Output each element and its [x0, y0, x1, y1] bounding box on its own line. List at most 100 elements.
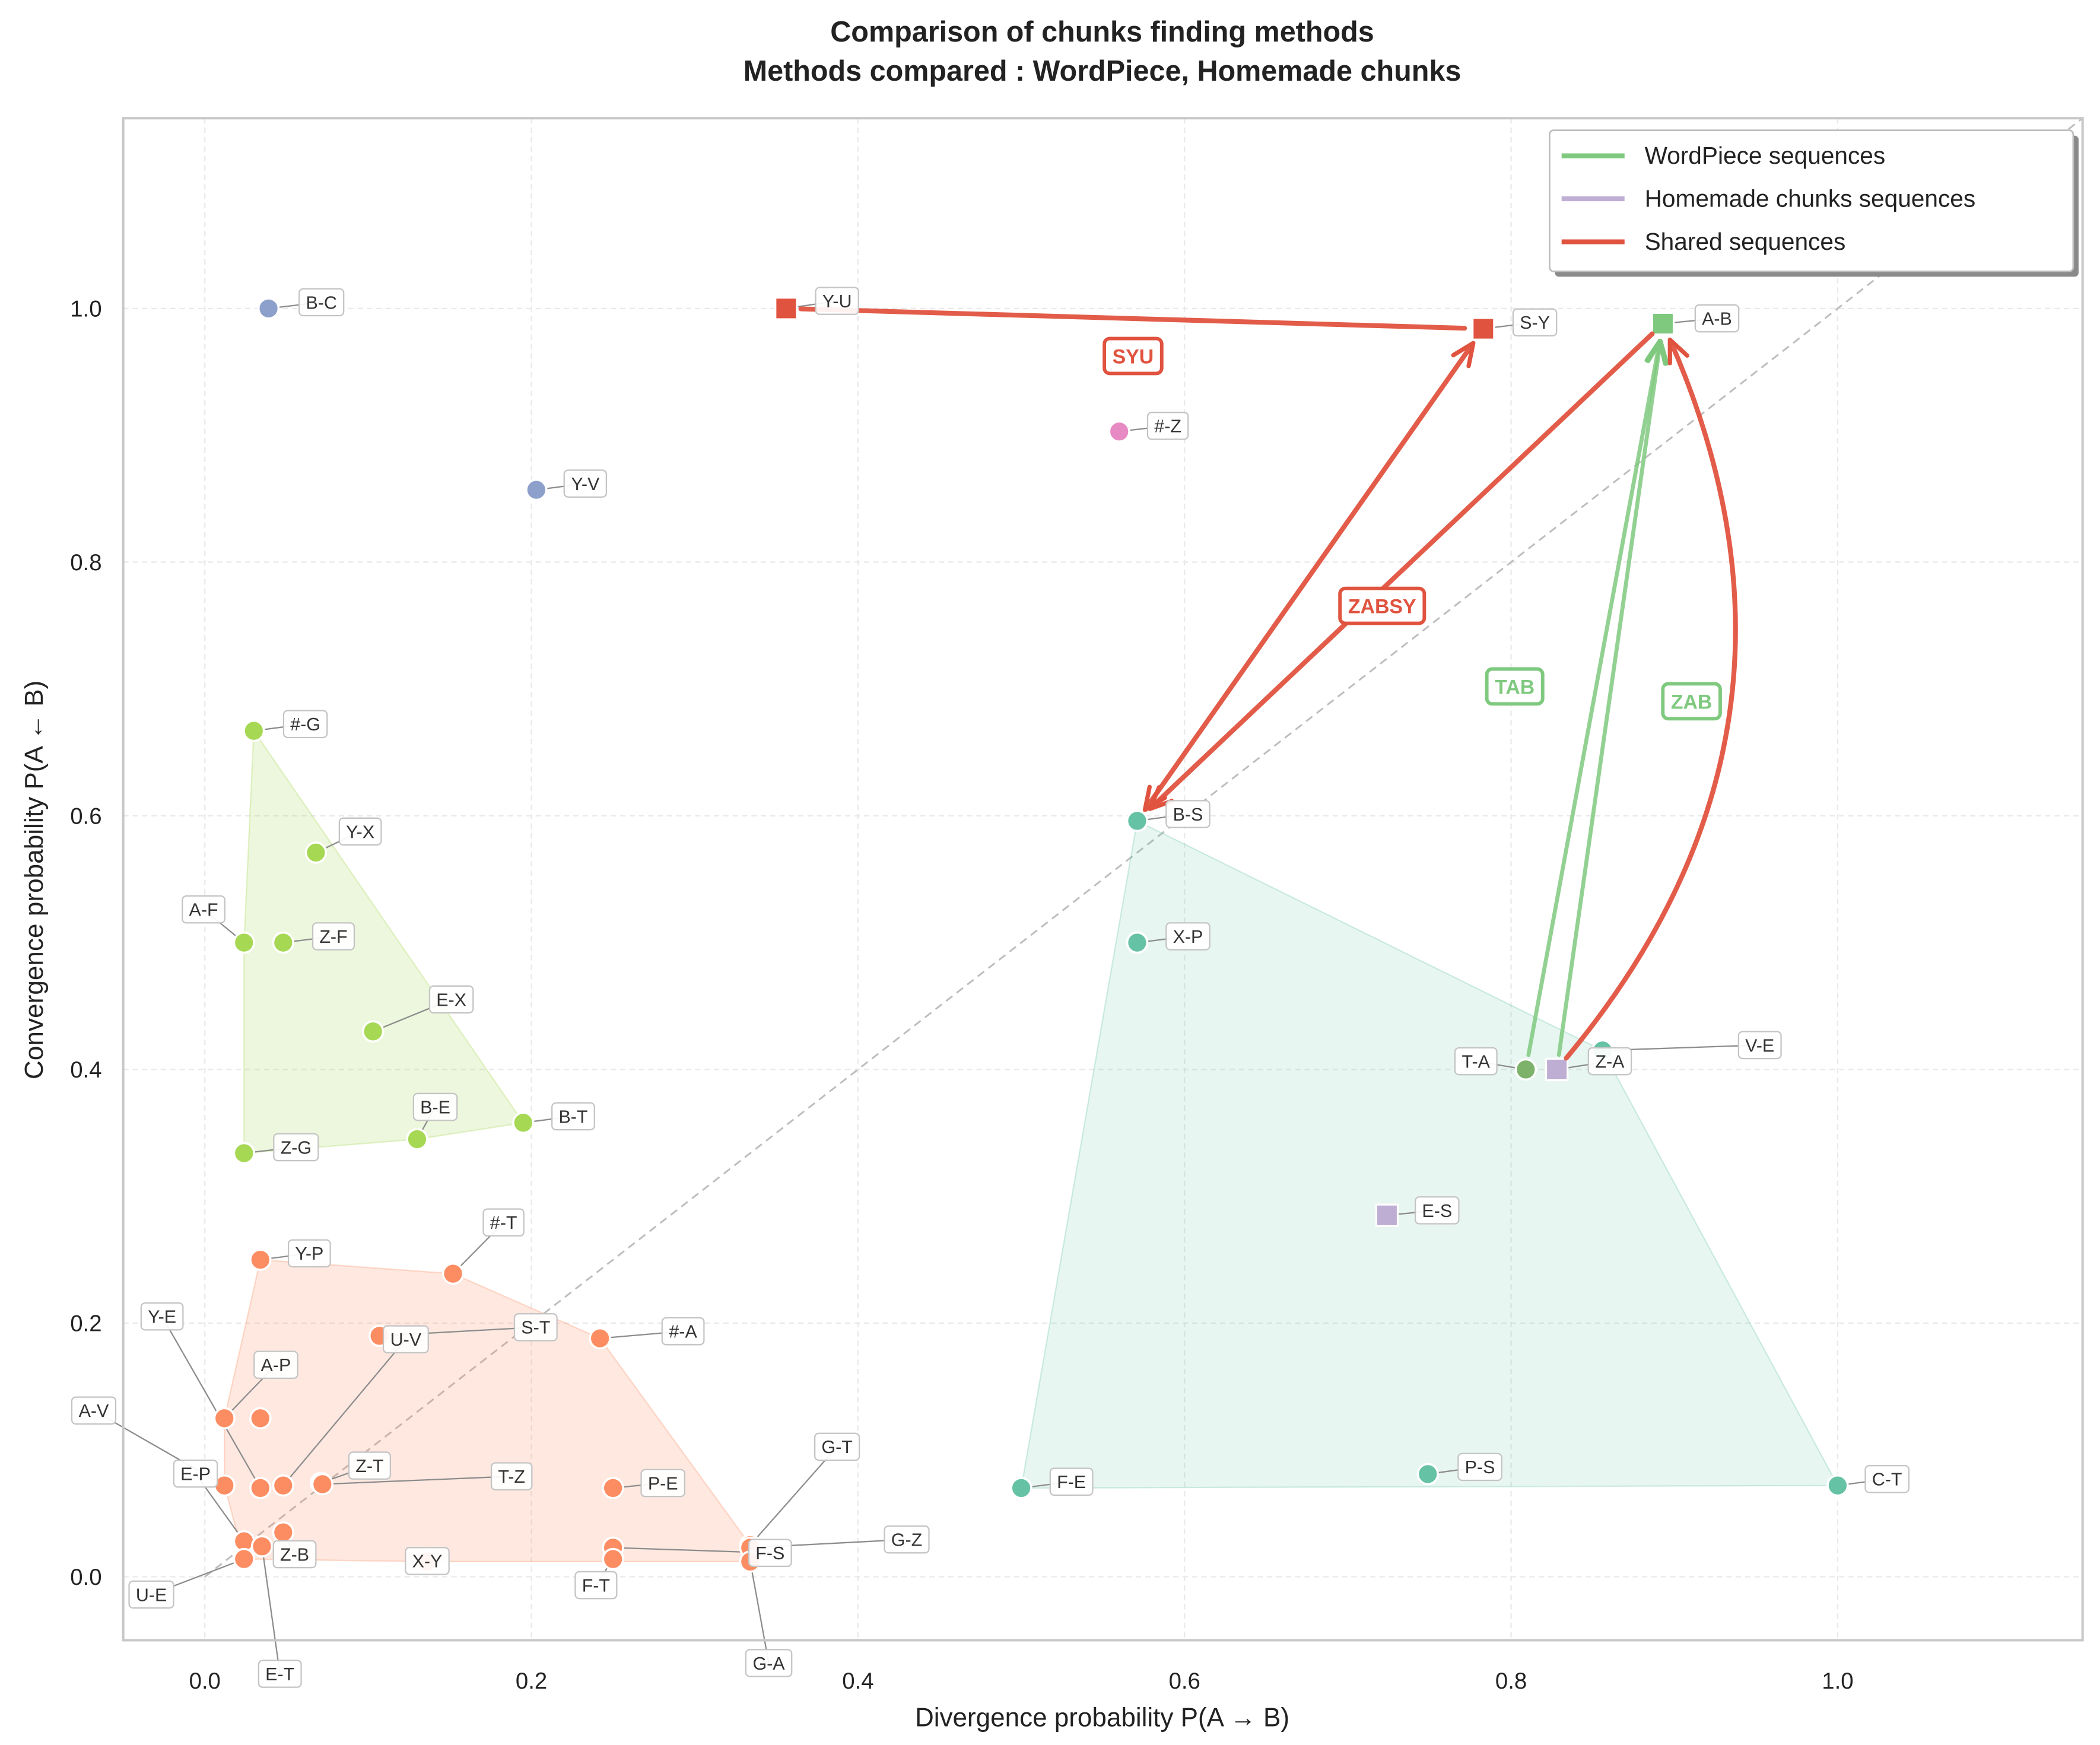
point-label: B-E	[420, 1097, 450, 1117]
point-label: B-C	[306, 293, 336, 313]
point-label-box: F-E	[1049, 1467, 1094, 1496]
point-label-box: G-T	[814, 1432, 860, 1461]
label-box-bg	[640, 1469, 686, 1498]
data-point	[311, 1473, 334, 1496]
point-label: G-A	[752, 1654, 785, 1674]
y-tick-label: 0.6	[70, 803, 101, 829]
chart-subtitle: Methods compared : WordPiece, Homemade c…	[744, 55, 1462, 87]
tick-labels: 0.0 0.2 0.4 0.6 0.8 1.0 0.0 0.2 0.4 0.6 0.8 1.0	[70, 296, 1853, 1694]
cluster-hull	[243, 729, 525, 1154]
label-leader-line	[261, 1546, 281, 1674]
point-label: A-P	[261, 1355, 291, 1375]
point-label-box: A-V	[71, 1396, 117, 1425]
data-point	[525, 478, 548, 501]
label-box-bg	[1512, 308, 1558, 337]
point-label-box: C-T	[1864, 1464, 1910, 1493]
label-box-bg	[173, 1459, 218, 1488]
data-point	[213, 1407, 236, 1430]
legend-label-wordpiece: WordPiece sequences	[1645, 142, 1886, 169]
point-label: Z-A	[1595, 1051, 1625, 1072]
sequence-label-box	[1338, 586, 1427, 625]
point-label: Y-P	[295, 1244, 323, 1264]
point-label-box: #-Z	[1146, 411, 1189, 440]
label-box-bg	[1414, 1196, 1460, 1225]
point-label-box: Y-P	[287, 1239, 331, 1268]
point-label-box: #-T	[482, 1208, 525, 1237]
point-label-box: B-S	[1165, 800, 1211, 828]
point-label-box: Z-G	[273, 1133, 319, 1162]
label-box-bg	[563, 469, 608, 498]
point-label: U-E	[136, 1585, 167, 1605]
point-label-box: X-Y	[405, 1547, 450, 1575]
label-box-bg	[1737, 1031, 1782, 1060]
sequence-arrows	[798, 306, 1738, 1061]
point-label: #-Z	[1154, 417, 1181, 437]
data-point-square	[774, 297, 798, 320]
label-box-bg	[258, 1660, 302, 1688]
point-label: A-V	[79, 1401, 109, 1421]
point-label: #-A	[669, 1321, 697, 1342]
label-leader-line	[322, 1476, 512, 1485]
point-label: #-G	[290, 714, 320, 735]
y-axis-label: Convergence probability P(A ← B)	[20, 681, 49, 1079]
point-label: F-E	[1057, 1472, 1086, 1492]
y-tick-label: 1.0	[70, 296, 101, 322]
point-label: Y-X	[346, 822, 374, 842]
data-point	[272, 1521, 295, 1544]
label-box-bg	[661, 1317, 705, 1346]
label-box-bg	[128, 1580, 174, 1609]
sequence-label-text: ZABSY	[1348, 595, 1416, 618]
label-box-bg	[490, 1462, 533, 1490]
data-point	[512, 1111, 535, 1134]
x-tick-label: 0.4	[842, 1668, 873, 1694]
point-label-box: U-V	[382, 1325, 429, 1354]
label-box-bg	[71, 1396, 117, 1425]
point-label: T-Z	[498, 1467, 525, 1487]
data-point	[1108, 420, 1130, 443]
point-label-box: Y-E	[140, 1302, 184, 1331]
label-box-bg	[1146, 411, 1189, 440]
data-point-square	[1651, 312, 1675, 336]
sequence-label-box	[1103, 336, 1164, 376]
legend: WordPiece sequences Homemade chunks sequ…	[1549, 129, 2079, 277]
label-box-bg	[182, 895, 226, 924]
data-point-square	[1472, 317, 1495, 341]
point-label: E-S	[1422, 1201, 1452, 1221]
label-box-bg	[1587, 1047, 1632, 1076]
point-label: Z-F	[319, 927, 347, 947]
point-label-box: B-T	[551, 1102, 595, 1131]
y-tick-label: 0.2	[70, 1311, 101, 1337]
point-label-box: U-E	[128, 1580, 174, 1609]
label-leader-line	[161, 1316, 261, 1489]
label-box-bg	[513, 1313, 558, 1342]
point-label-box: E-T	[258, 1660, 302, 1688]
x-tick-label: 0.6	[1169, 1668, 1200, 1694]
point-label-box: A-P	[253, 1350, 298, 1380]
arrow	[1142, 341, 1476, 812]
label-box-bg	[253, 1350, 298, 1380]
data-point	[249, 1477, 272, 1499]
data-point	[233, 931, 256, 954]
point-label: Z-T	[355, 1456, 383, 1476]
point-label-box: A-F	[182, 895, 226, 924]
label-box-bg	[814, 1432, 860, 1461]
point-label-box: Z-T	[348, 1451, 392, 1480]
x-tick-label: 0.2	[516, 1668, 547, 1694]
sequence-label-text: TAB	[1495, 676, 1535, 698]
label-box-bg	[382, 1325, 429, 1354]
point-label-box: Y-V	[563, 469, 608, 498]
y-tick-label: 0.4	[70, 1057, 101, 1083]
point-labels: B-C Y-V #-Z Y-U S-Y A-B B-S X-P V-E F-E P-S C-T T-A Z…	[71, 287, 1910, 1688]
point-label: B-S	[1173, 805, 1203, 825]
label-box-bg	[748, 1539, 792, 1568]
point-label-box: #-A	[661, 1317, 705, 1346]
label-box-bg	[1694, 304, 1740, 333]
plot-frame	[122, 117, 2084, 1642]
point-label: U-V	[390, 1330, 422, 1350]
label-box-bg	[1864, 1464, 1910, 1493]
point-label-box: X-P	[1165, 922, 1211, 951]
point-label: P-S	[1465, 1457, 1495, 1477]
point-label-box: #-G	[282, 710, 328, 739]
point-label-box: G-A	[745, 1649, 793, 1677]
